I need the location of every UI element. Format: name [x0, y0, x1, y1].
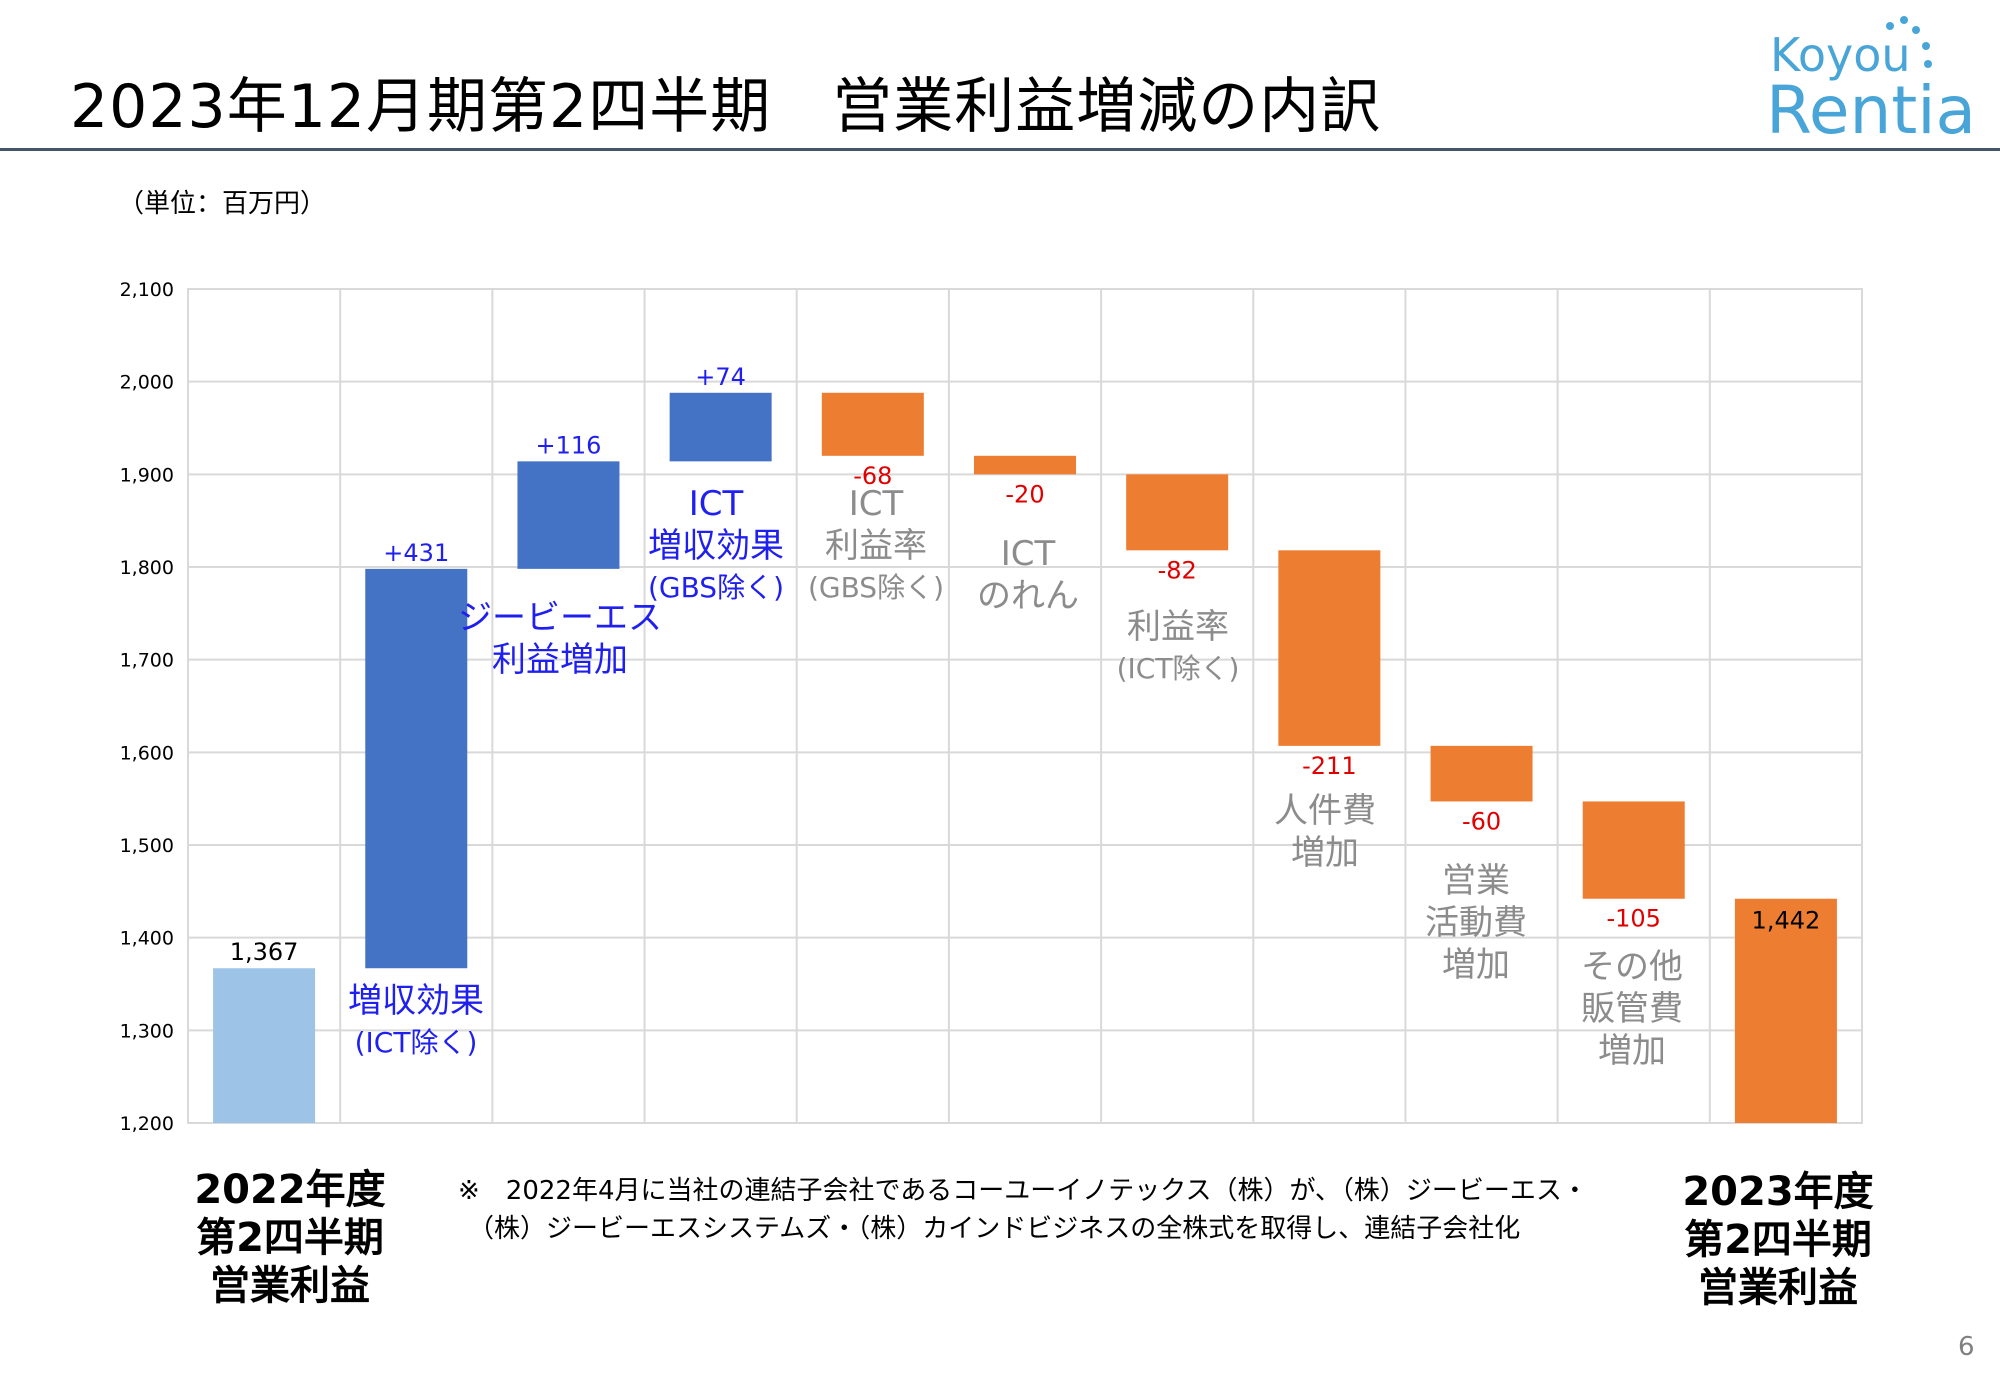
caption-line: ICT: [1000, 534, 1056, 574]
caption-sub: (GBS除く): [807, 571, 945, 604]
y-tick-label: 1,200: [120, 1113, 174, 1135]
start-label-line: 2022年度: [194, 1167, 386, 1213]
caption-gbs-profit-increase: ジービーエス 利益増加: [440, 597, 680, 681]
unit-label: （単位：百万円）: [118, 189, 327, 219]
y-tick-label: 1,700: [120, 650, 174, 672]
footnote-line: （株）ジービーエスシステムズ・（株）カインドビジネスの全株式を取得し、連結子会社…: [468, 1214, 1521, 1244]
y-tick-label: 1,300: [120, 1020, 174, 1042]
bar-value-label: -82: [1158, 556, 1197, 584]
y-tick-label: 1,600: [120, 742, 174, 764]
waterfall-bar-decrease: [974, 455, 1076, 475]
end-period-label: 2023年度 第2四半期 営業利益: [1638, 1168, 1918, 1312]
bar-value-label: 1,367: [230, 938, 299, 966]
end-label-line: 第2四半期: [1684, 1217, 1872, 1263]
caption-line: 増加: [1442, 945, 1510, 985]
caption-margin-ex-ict: 利益率 (ICT除く): [1058, 606, 1298, 690]
caption-revenue-effect-ex-ict: 増収効果 (ICT除く): [296, 980, 536, 1064]
start-label-line: 第2四半期: [196, 1215, 384, 1261]
caption-line: 活動費: [1425, 903, 1527, 943]
caption-ict-margin: ICT 利益率 (GBS除く): [756, 483, 996, 609]
caption-line: 利益率: [825, 526, 927, 566]
waterfall-bar-total_end: [1734, 898, 1837, 1123]
end-label-line: 2023年度: [1682, 1169, 1874, 1215]
page-number: 6: [1958, 1332, 1975, 1362]
caption-personnel-cost-increase: 人件費 増加: [1205, 790, 1445, 874]
caption-line: のれん: [977, 576, 1079, 616]
caption-sub: (GBS除く): [647, 571, 785, 604]
title-divider: [0, 148, 2000, 151]
y-tick-label: 1,500: [120, 835, 174, 857]
start-label-line: 営業利益: [210, 1263, 370, 1309]
caption-line: ジービーエス: [458, 598, 662, 638]
bar-value-label: -20: [1005, 480, 1044, 508]
bar-value-label: +74: [695, 363, 746, 391]
bar-value-label: -105: [1606, 905, 1660, 933]
y-tick-label: 1,900: [120, 464, 174, 486]
bar-value-label: -211: [1302, 752, 1356, 780]
caption-line: 増加: [1598, 1031, 1666, 1071]
caption-sales-activity-cost-increase: 営業 活動費 増加: [1356, 860, 1596, 986]
footnote-line: ※ 2022年4月に当社の連結子会社であるコーユーイノテックス（株）が、（株）ジ…: [458, 1176, 1588, 1206]
bar-value-label: +116: [535, 431, 601, 459]
bar-value-label: -60: [1462, 807, 1501, 835]
caption-sub: (ICT除く): [1116, 652, 1240, 685]
bar-value-label: -68: [853, 462, 892, 490]
y-tick-label: 2,000: [120, 372, 174, 394]
y-tick-label: 1,400: [120, 928, 174, 950]
waterfall-bar-decrease: [1126, 474, 1229, 551]
caption-line: ICT: [688, 484, 744, 524]
caption-line: 利益率: [1127, 607, 1229, 647]
caption-sub: (ICT除く): [354, 1026, 478, 1059]
caption-line: 増収効果: [648, 526, 784, 566]
caption-ict-revenue-effect: ICT 増収効果 (GBS除く): [596, 483, 836, 609]
bar-value-label: 1,442: [1752, 907, 1821, 935]
waterfall-bar-increase: [365, 568, 468, 969]
caption-line: 増加: [1291, 833, 1359, 873]
waterfall-bar-increase: [517, 461, 620, 569]
start-period-label: 2022年度 第2四半期 営業利益: [150, 1166, 430, 1310]
waterfall-bar-decrease: [821, 392, 924, 456]
y-tick-label: 2,100: [120, 279, 174, 301]
waterfall-bar-decrease: [1582, 801, 1685, 899]
logo-text-top: Koyou: [1770, 28, 1911, 82]
caption-line: 増収効果: [348, 981, 484, 1021]
caption-line: 営業: [1442, 861, 1510, 901]
bar-value-label: +431: [383, 539, 449, 567]
end-label-line: 営業利益: [1698, 1265, 1858, 1311]
page-title: 2023年12月期第2四半期 営業利益増減の内訳: [70, 72, 1382, 142]
caption-line: その他: [1581, 947, 1683, 987]
logo-text-bottom: Rentia: [1766, 72, 1976, 149]
waterfall-bar-decrease: [1278, 550, 1381, 746]
caption-line: ICT: [848, 484, 904, 524]
waterfall-bar-increase: [669, 392, 772, 462]
caption-line: 人件費: [1274, 791, 1376, 831]
caption-other-sga-increase: その他 販管費 増加: [1512, 946, 1752, 1072]
company-logo: Koyou Rentia: [1760, 16, 1976, 150]
waterfall-bar-decrease: [1430, 745, 1533, 802]
caption-line: 利益増加: [492, 640, 628, 680]
caption-line: 販管費: [1581, 989, 1683, 1029]
caption-ict-goodwill: ICT のれん: [908, 533, 1148, 617]
waterfall-bar-total_start: [213, 968, 316, 1123]
y-tick-label: 1,800: [120, 557, 174, 579]
footnote: ※ 2022年4月に当社の連結子会社であるコーユーイノテックス（株）が、（株）ジ…: [458, 1172, 1588, 1248]
